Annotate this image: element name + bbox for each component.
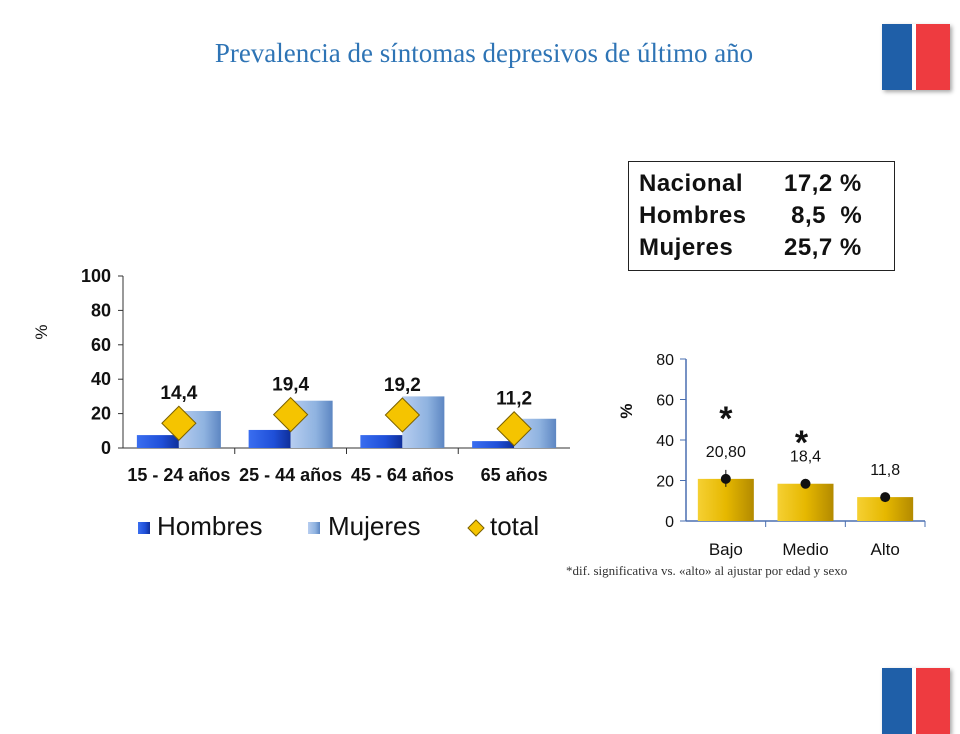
data-label: 18,4 <box>790 449 821 466</box>
y-tick-label: 20 <box>656 474 674 491</box>
legend-label-total: total <box>490 511 539 541</box>
y-tick-label: 100 <box>81 266 111 286</box>
y-axis-label: % <box>617 403 636 418</box>
marker-total <box>496 411 532 447</box>
data-label-total: 11,2 <box>496 389 532 410</box>
x-tick-label: 65 años <box>481 465 548 485</box>
summary-label: Nacional <box>639 170 744 197</box>
summary-box: Nacional 17,2 % Hombres 8,5 % Mujeres 25… <box>628 161 895 271</box>
data-label-total: 14,4 <box>160 383 197 404</box>
bar-hombres <box>248 429 291 448</box>
x-tick-label: 15 - 24 años <box>127 465 230 485</box>
significance-marker: * <box>795 424 809 462</box>
x-tick-label: Bajo <box>709 540 743 559</box>
legend-swatch-total <box>467 519 485 537</box>
bar-hombres <box>472 441 515 448</box>
summary-value: 25,7 % <box>784 234 862 261</box>
y-tick-label: 0 <box>665 514 674 531</box>
footnote: *dif. significativa vs. «alto» al ajusta… <box>566 563 848 578</box>
x-tick-label: Alto <box>871 540 900 559</box>
marker-total <box>384 397 421 433</box>
y-tick-label: 20 <box>91 404 111 424</box>
y-tick-label: 0 <box>101 438 111 458</box>
bar-nivel <box>857 497 914 521</box>
bar-nivel <box>777 483 834 521</box>
x-tick-label: 25 - 44 años <box>239 465 342 485</box>
point-marker <box>800 478 811 489</box>
significance-marker: * <box>719 400 733 438</box>
legend-swatch-hombres <box>138 522 150 534</box>
summary-label: Mujeres <box>639 234 734 261</box>
data-label: 11,8 <box>870 462 900 479</box>
marker-total <box>272 396 309 433</box>
chile-flag-logo-bottom <box>882 668 950 734</box>
y-tick-label: 40 <box>91 369 111 389</box>
y-tick-label: 60 <box>91 335 111 355</box>
point-marker <box>880 492 891 503</box>
legend-swatch-mujeres <box>308 522 320 534</box>
y-tick-label: 40 <box>656 433 674 450</box>
data-label-total: 19,4 <box>272 375 309 396</box>
y-tick-label: 80 <box>91 300 111 320</box>
chile-flag-logo-top <box>882 24 950 90</box>
y-tick-label: 80 <box>656 352 674 369</box>
marker-total <box>161 405 197 441</box>
data-label: 20,80 <box>706 444 746 461</box>
bar-hombres <box>136 435 179 448</box>
summary-value: 8,5 % <box>784 202 863 229</box>
y-axis-label: % <box>32 324 51 339</box>
legend-label-hombres: Hombres <box>157 511 262 541</box>
x-tick-label: Medio <box>782 540 828 559</box>
page-title: Prevalencia de síntomas depresivos de úl… <box>214 38 754 68</box>
data-label-total: 19,2 <box>384 375 421 396</box>
x-tick-label: 45 - 64 años <box>351 465 454 485</box>
y-tick-label: 60 <box>656 393 674 410</box>
bar-hombres <box>360 435 403 448</box>
age-group-bar-chart: 0 20 40 60 80 100% 14,4 15 - 24 años 19,4 25 - 44… <box>32 266 570 541</box>
summary-value: 17,2 % <box>784 170 862 197</box>
legend-label-mujeres: Mujeres <box>328 511 420 541</box>
point-marker <box>720 473 731 484</box>
summary-label: Hombres <box>639 202 747 229</box>
